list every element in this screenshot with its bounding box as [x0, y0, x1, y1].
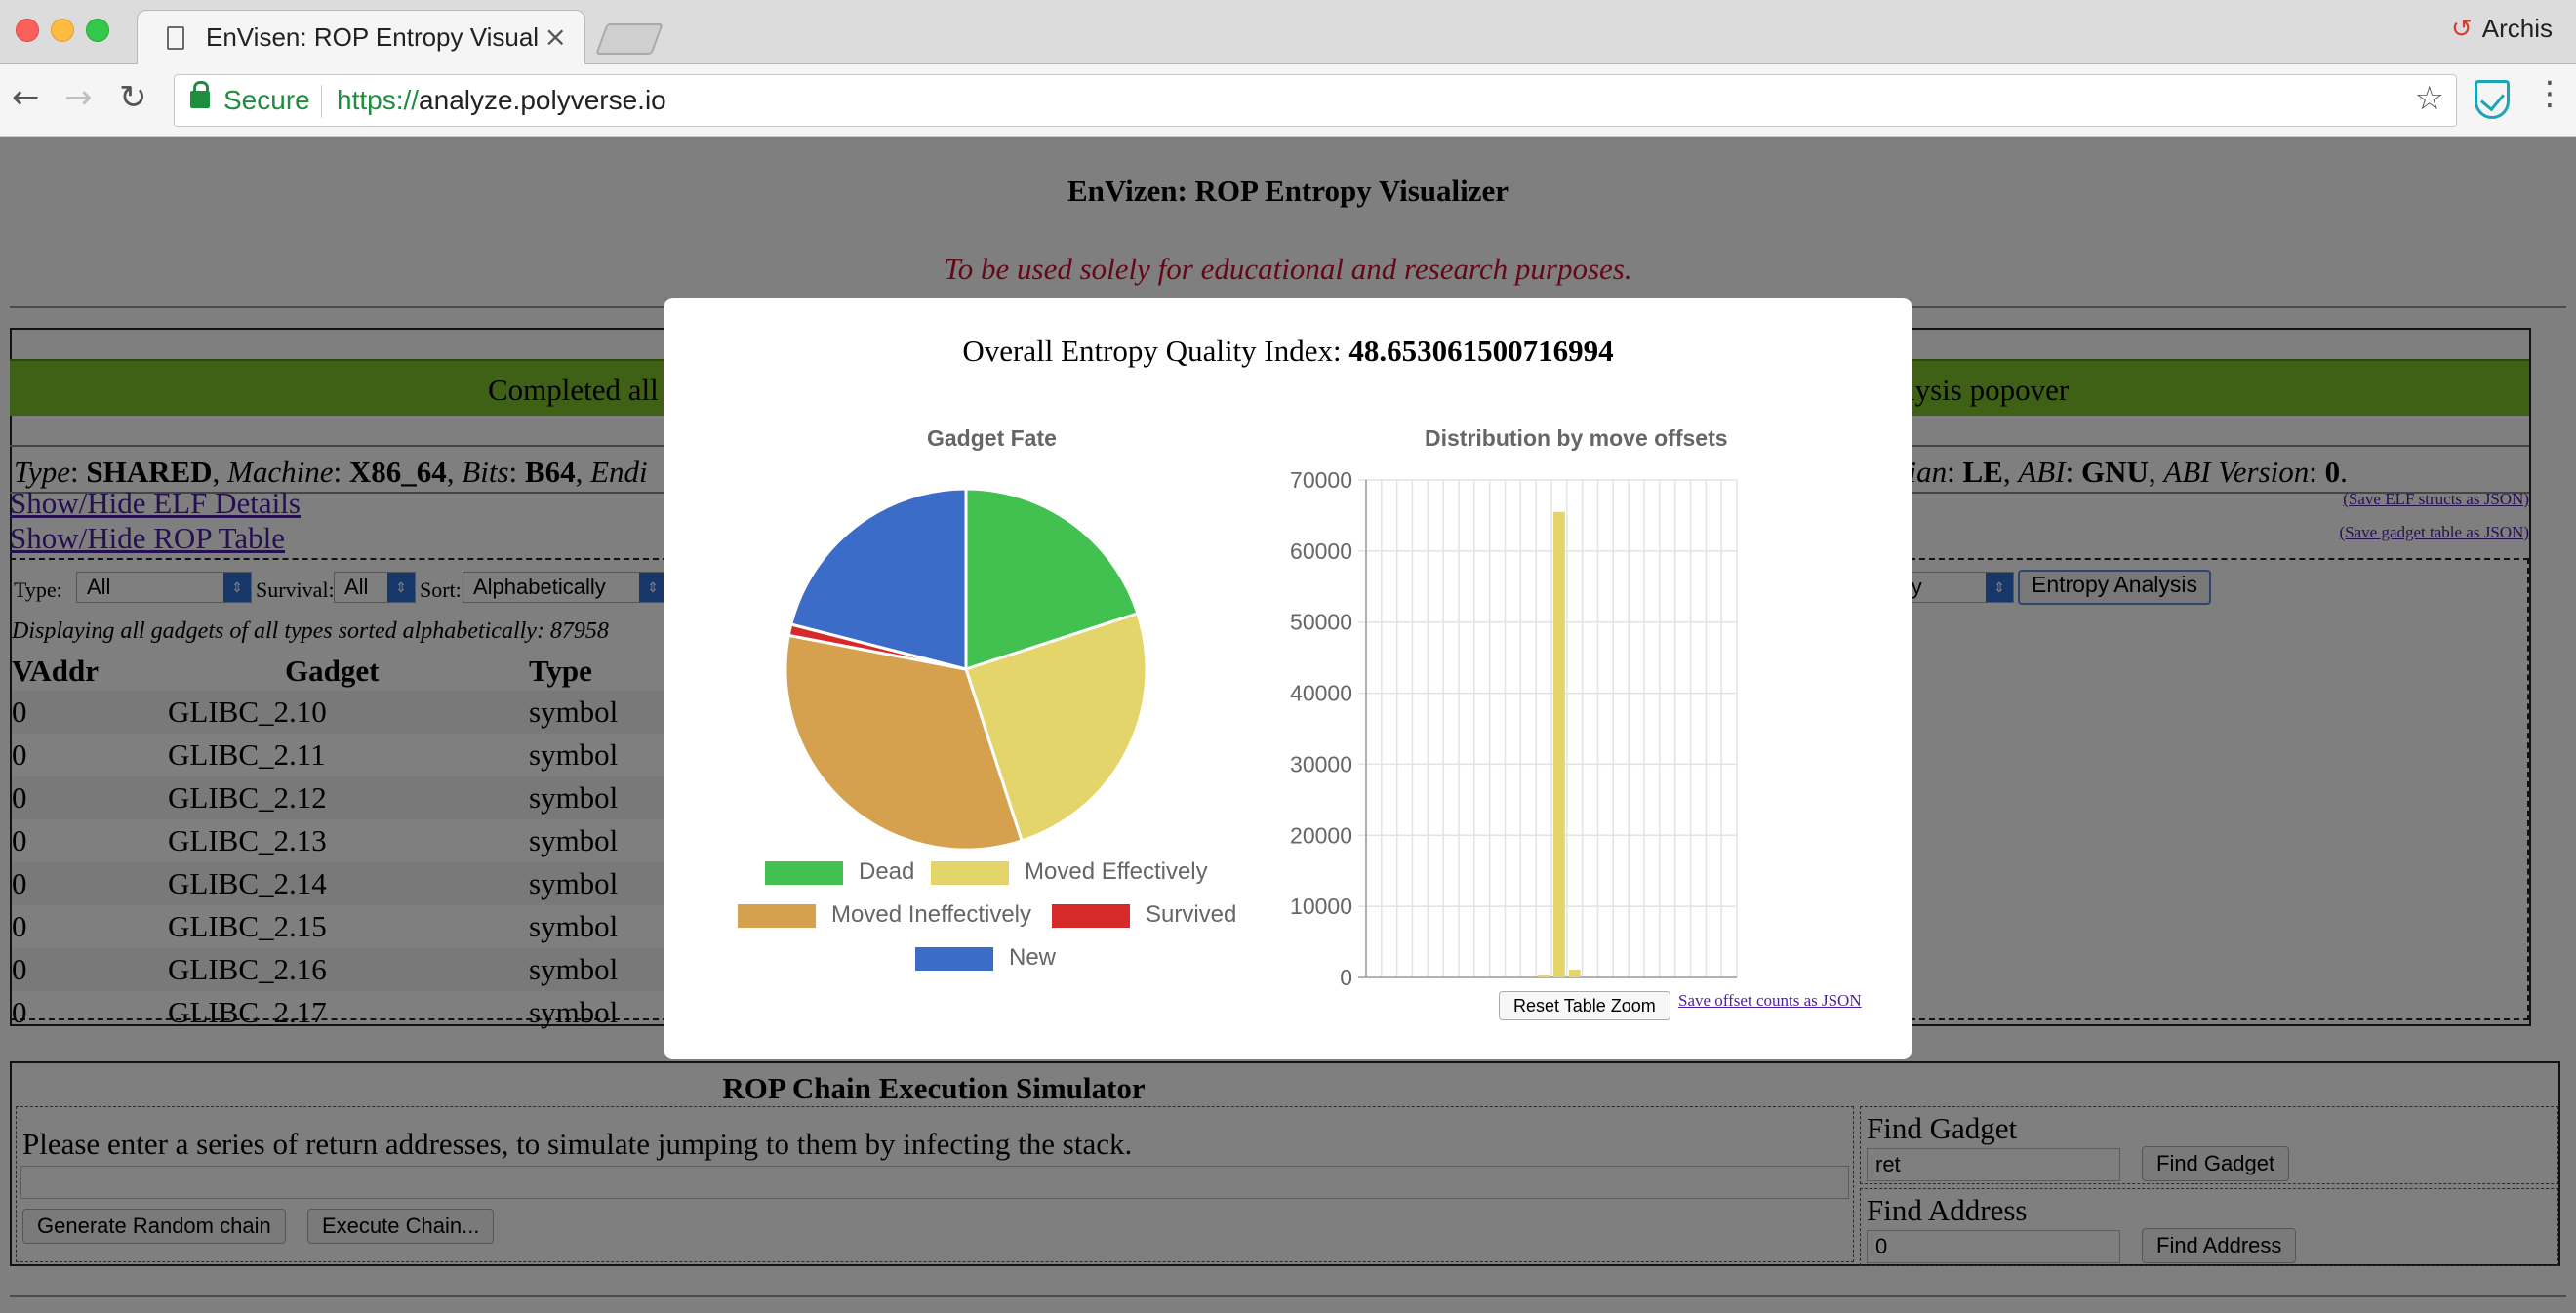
- save-offset-counts-link[interactable]: Save offset counts as JSON: [1678, 991, 1862, 1010]
- legend-swatch: [915, 946, 993, 971]
- legend-item-survived[interactable]: Survived: [1052, 901, 1236, 929]
- profile-button[interactable]: ↺ Archis: [2451, 14, 2553, 44]
- new-tab-button[interactable]: [595, 23, 664, 55]
- tab-title: EnVisen: ROP Entropy Visualizer: [206, 22, 538, 52]
- browser-tab[interactable]: EnVisen: ROP Entropy Visualizer ×: [137, 10, 585, 65]
- pie-slice-moved-ineffectively[interactable]: [784, 633, 1025, 852]
- tab-close-icon[interactable]: ×: [543, 20, 567, 53]
- lock-icon: [190, 81, 210, 108]
- forward-arrow-icon[interactable]: →: [64, 78, 93, 117]
- legend-swatch: [765, 860, 843, 885]
- close-window-button[interactable]: [16, 19, 39, 42]
- secure-label: Secure: [223, 85, 310, 115]
- legend-swatch: [738, 903, 816, 928]
- browser-toolbar: ← → ↻ Secure https://analyze.polyverse.i…: [0, 64, 2576, 137]
- y-tick-label: 40000: [1290, 681, 1352, 706]
- legend-item-moved-ineffectively[interactable]: Moved Ineffectively: [738, 901, 1031, 929]
- bar-offset-12[interactable]: [1553, 511, 1565, 977]
- y-tick-label: 0: [1340, 965, 1352, 985]
- pie-slice-moved-effectively[interactable]: [964, 611, 1148, 843]
- y-tick-label: 30000: [1290, 751, 1352, 776]
- legend-item-new[interactable]: New: [915, 944, 1056, 972]
- entropy-analysis-modal: Overall Entropy Quality Index: 48.653061…: [664, 298, 1912, 1059]
- bar-chart-title: Distribution by move offsets: [1425, 425, 1728, 451]
- y-tick-label: 50000: [1290, 610, 1352, 635]
- document-icon: [167, 26, 184, 50]
- shield-extension-icon[interactable]: [2475, 80, 2510, 119]
- entropy-quality-value: 48.653061500716994: [1348, 334, 1614, 368]
- bar-offset-11[interactable]: [1538, 975, 1550, 977]
- entropy-quality-index: Overall Entropy Quality Index: 48.653061…: [962, 334, 1614, 368]
- url-scheme: https://: [337, 85, 420, 115]
- y-tick-label: 10000: [1290, 894, 1352, 919]
- menu-dots-icon[interactable]: ⋮: [2533, 74, 2566, 113]
- url-host: analyze.polyverse.io: [419, 85, 666, 115]
- pie-slice-new[interactable]: [788, 487, 968, 671]
- profile-name: Archis: [2481, 14, 2553, 43]
- y-tick-label: 60000: [1290, 538, 1352, 564]
- y-tick-label: 70000: [1290, 467, 1352, 493]
- minimize-window-button[interactable]: [51, 19, 74, 42]
- bar-offset-13[interactable]: [1568, 969, 1581, 977]
- reload-icon[interactable]: ↻: [119, 78, 147, 117]
- legend-item-moved-effectively[interactable]: Moved Effectively: [931, 858, 1208, 886]
- url-text[interactable]: https://analyze.polyverse.io: [337, 85, 666, 116]
- star-icon[interactable]: ☆: [2414, 79, 2444, 118]
- gadget-fate-pie-chart: [784, 487, 1148, 852]
- maximize-window-button[interactable]: [86, 19, 109, 42]
- back-arrow-icon[interactable]: ←: [12, 78, 40, 117]
- reset-table-zoom-button[interactable]: Reset Table Zoom: [1499, 991, 1670, 1020]
- address-bar[interactable]: Secure https://analyze.polyverse.io ☆: [174, 74, 2457, 127]
- pie-slice-dead[interactable]: [964, 487, 1140, 672]
- legend-swatch: [1052, 903, 1130, 928]
- tab-strip: EnVisen: ROP Entropy Visualizer × ↺ Archi…: [0, 0, 2576, 65]
- legend-item-dead[interactable]: Dead: [765, 858, 914, 886]
- pie-chart-title: Gadget Fate: [927, 425, 1057, 451]
- profile-icon: ↺: [2450, 14, 2473, 43]
- legend-swatch: [931, 860, 1009, 885]
- move-offsets-bar-chart: 0 10000 20000 30000 40000 50000 60000 70000: [1290, 467, 1738, 985]
- omnibox-divider: [321, 85, 322, 118]
- y-tick-label: 20000: [1290, 822, 1352, 848]
